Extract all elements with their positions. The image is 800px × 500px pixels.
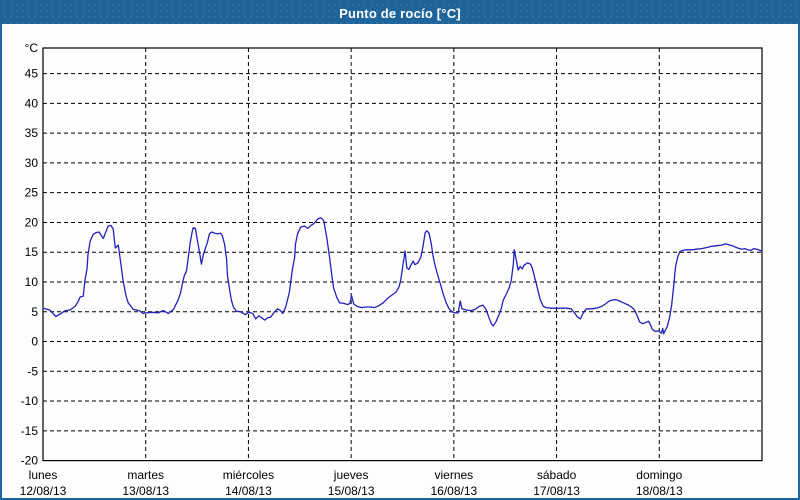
y-tick-label: 45 xyxy=(25,67,39,81)
x-day-date-label: 16/08/13 xyxy=(430,484,477,498)
y-tick-label: 25 xyxy=(25,186,39,200)
x-day-date-label: 12/08/13 xyxy=(20,484,67,498)
x-day-date-label: 14/08/13 xyxy=(225,484,272,498)
y-tick-label: 0 xyxy=(31,335,38,349)
y-tick-label: 30 xyxy=(25,156,39,170)
x-day-date-label: 18/08/13 xyxy=(636,484,683,498)
y-tick-label: -10 xyxy=(21,394,39,408)
y-tick-label: -15 xyxy=(21,424,39,438)
x-day-name-label: viernes xyxy=(435,468,474,482)
x-day-name-label: domingo xyxy=(636,468,682,482)
x-day-name-label: martes xyxy=(127,468,164,482)
x-day-name-label: lunes xyxy=(29,468,58,482)
x-day-name-label: sábado xyxy=(537,468,577,482)
y-tick-label: 15 xyxy=(25,245,39,259)
y-tick-label: 5 xyxy=(31,305,38,319)
x-day-date-label: 17/08/13 xyxy=(533,484,580,498)
window-title: Punto de rocío [°C] xyxy=(339,5,461,21)
x-day-date-label: 13/08/13 xyxy=(122,484,169,498)
plot-border xyxy=(42,47,763,462)
dewpoint-series-line xyxy=(42,217,763,335)
y-tick-label: -5 xyxy=(27,364,38,378)
x-day-date-label: 15/08/13 xyxy=(328,484,375,498)
window-titlebar: Punto de rocío [°C] xyxy=(2,2,798,24)
y-axis-unit-label: °C xyxy=(25,41,39,55)
y-tick-label: 20 xyxy=(25,215,39,229)
x-day-name-label: jueves xyxy=(333,468,369,482)
y-tick-label: 10 xyxy=(25,275,39,289)
x-day-name-label: miércoles xyxy=(223,468,274,482)
y-tick-label: -20 xyxy=(21,454,39,468)
y-tick-label: 40 xyxy=(25,96,39,110)
y-tick-label: 35 xyxy=(25,126,39,140)
